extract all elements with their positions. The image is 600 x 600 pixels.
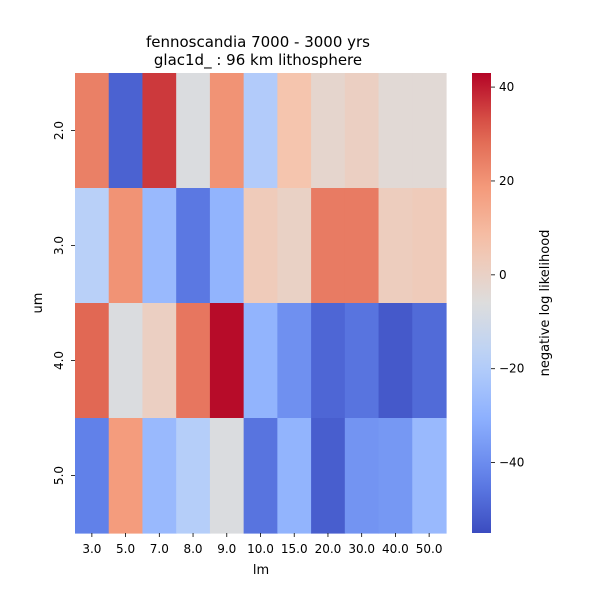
x-tick-label: 3.0 bbox=[82, 542, 101, 556]
heatmap-cell bbox=[378, 73, 413, 189]
heatmap-cell bbox=[277, 303, 312, 419]
x-tick-label: 10.0 bbox=[247, 542, 274, 556]
heatmap-cell bbox=[75, 73, 110, 189]
x-axis-label: lm bbox=[253, 563, 269, 578]
heatmap-cell bbox=[176, 188, 211, 304]
heatmap-cell bbox=[412, 188, 447, 304]
heatmap-cell bbox=[344, 418, 380, 534]
heatmap-cell bbox=[412, 303, 447, 419]
heatmap-cell bbox=[311, 418, 346, 534]
heatmap-cell bbox=[277, 418, 312, 534]
heatmap-cell bbox=[412, 418, 447, 534]
heatmap-cell bbox=[243, 303, 278, 419]
heatmap-cell bbox=[75, 188, 110, 304]
chart-title-line1: fennoscandia 7000 - 3000 yrs bbox=[146, 33, 370, 51]
heatmap-cell bbox=[344, 303, 380, 419]
heatmap-cell bbox=[378, 303, 413, 419]
heatmap-cell bbox=[209, 73, 245, 189]
heatmap-cell bbox=[142, 188, 177, 304]
colorbar-tick-label: 20 bbox=[499, 174, 514, 188]
x-tick-label: 40.0 bbox=[382, 542, 409, 556]
heatmap-cell bbox=[108, 418, 144, 534]
heatmap-cell bbox=[311, 188, 346, 304]
x-tick-label: 5.0 bbox=[116, 542, 135, 556]
heatmap-cell bbox=[243, 73, 278, 189]
colorbar-tick-label: −40 bbox=[499, 456, 524, 470]
heatmap-cell bbox=[344, 73, 380, 189]
heatmap-cell bbox=[108, 303, 144, 419]
y-axis-ticks: 2.0 3.0 4.0 5.0 bbox=[52, 121, 75, 485]
heatmap-cell bbox=[277, 73, 312, 189]
heatmap-cell bbox=[243, 188, 278, 304]
colorbar-tick-label: 40 bbox=[499, 80, 514, 94]
x-tick-label: 15.0 bbox=[281, 542, 308, 556]
heatmap-cell bbox=[311, 303, 346, 419]
x-tick-label: 8.0 bbox=[183, 542, 202, 556]
y-tick-label: 4.0 bbox=[52, 351, 66, 370]
y-tick-label: 2.0 bbox=[52, 121, 66, 140]
heatmap-cell bbox=[344, 188, 380, 304]
heatmap-cell bbox=[412, 73, 447, 189]
heatmap-cell bbox=[378, 188, 413, 304]
colorbar bbox=[472, 73, 491, 533]
heatmap-cell bbox=[277, 188, 312, 304]
chart-title-line2: glac1d_ : 96 km lithosphere bbox=[154, 51, 362, 70]
heatmap-cell bbox=[75, 418, 110, 534]
x-tick-label: 30.0 bbox=[348, 542, 375, 556]
heatmap-cell bbox=[176, 418, 211, 534]
y-axis-label: um bbox=[31, 293, 46, 314]
colorbar-label: negative log likelihood bbox=[538, 230, 553, 377]
heatmap-cell bbox=[209, 418, 245, 534]
colorbar-tick-label: −20 bbox=[499, 362, 524, 376]
heatmap-cells bbox=[75, 73, 447, 534]
heatmap-cell bbox=[142, 73, 177, 189]
colorbar-ticks: 40 20 0 −20 −40 bbox=[491, 80, 524, 470]
heatmap-cell bbox=[176, 73, 211, 189]
x-axis-ticks: 3.0 5.0 7.0 8.0 9.0 10.0 15.0 20.0 30.0 40.0 50.0 bbox=[82, 533, 442, 556]
y-tick-label: 5.0 bbox=[52, 466, 66, 485]
heatmap-cell bbox=[176, 303, 211, 419]
heatmap-cell bbox=[209, 303, 245, 419]
x-tick-label: 20.0 bbox=[315, 542, 342, 556]
colorbar-tick-label: 0 bbox=[499, 268, 507, 282]
y-tick-label: 3.0 bbox=[52, 236, 66, 255]
x-tick-label: 9.0 bbox=[217, 542, 236, 556]
heatmap-cell bbox=[243, 418, 278, 534]
x-tick-label: 7.0 bbox=[150, 542, 169, 556]
heatmap-cell bbox=[378, 418, 413, 534]
x-tick-label: 50.0 bbox=[416, 542, 443, 556]
heatmap-cell bbox=[142, 303, 177, 419]
heatmap-cell bbox=[311, 73, 346, 189]
heatmap-cell bbox=[75, 303, 110, 419]
heatmap-cell bbox=[108, 188, 144, 304]
heatmap-cell bbox=[108, 73, 144, 189]
heatmap-cell bbox=[209, 188, 245, 304]
heatmap-cell bbox=[142, 418, 177, 534]
